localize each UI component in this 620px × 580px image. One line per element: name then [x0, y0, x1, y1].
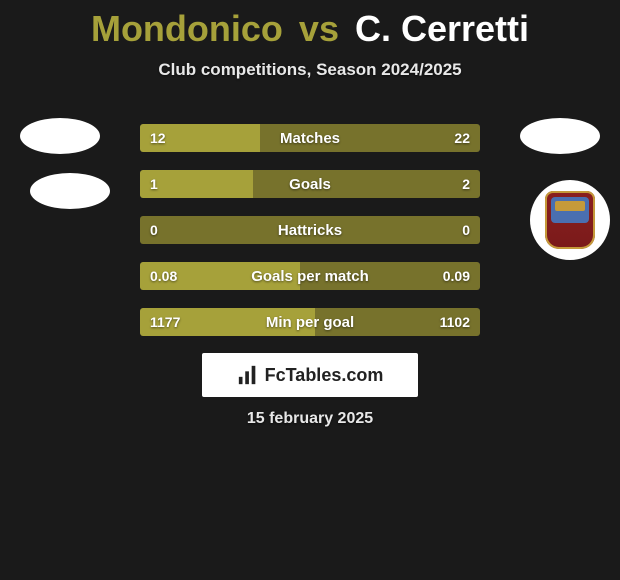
stat-right-value: 2: [452, 170, 480, 198]
stat-right-value: 22: [444, 124, 480, 152]
player2-name: C. Cerretti: [355, 8, 529, 49]
player1-photo-placeholder: [20, 118, 100, 154]
stat-bar: 0Hattricks0: [140, 216, 480, 244]
stat-bar: 1Goals2: [140, 170, 480, 198]
stat-label: Hattricks: [140, 216, 480, 244]
stat-label: Goals per match: [140, 262, 480, 290]
player2-club-badge: [530, 180, 610, 260]
stat-right-value: 0.09: [433, 262, 480, 290]
brand-text: FcTables.com: [265, 365, 384, 386]
comparison-title: Mondonico vs C. Cerretti: [0, 0, 620, 50]
club-badge-icon: [545, 191, 595, 249]
player1-club-placeholder: [30, 173, 110, 209]
stat-bar: 1177Min per goal1102: [140, 308, 480, 336]
subtitle: Club competitions, Season 2024/2025: [0, 60, 620, 80]
player2-photo-placeholder: [520, 118, 600, 154]
stat-right-value: 0: [452, 216, 480, 244]
snapshot-date: 15 february 2025: [0, 410, 620, 428]
bar-chart-icon: [237, 364, 259, 386]
stat-label: Goals: [140, 170, 480, 198]
stat-bar: 12Matches22: [140, 124, 480, 152]
brand-logo: FcTables.com: [202, 353, 418, 397]
vs-label: vs: [299, 8, 339, 49]
stat-right-value: 1102: [430, 308, 480, 336]
player1-name: Mondonico: [91, 8, 283, 49]
stat-label: Matches: [140, 124, 480, 152]
stat-bar: 0.08Goals per match0.09: [140, 262, 480, 290]
comparison-bars: 12Matches22 1Goals2 0Hattricks0 0.08Goals p…: [140, 124, 480, 354]
